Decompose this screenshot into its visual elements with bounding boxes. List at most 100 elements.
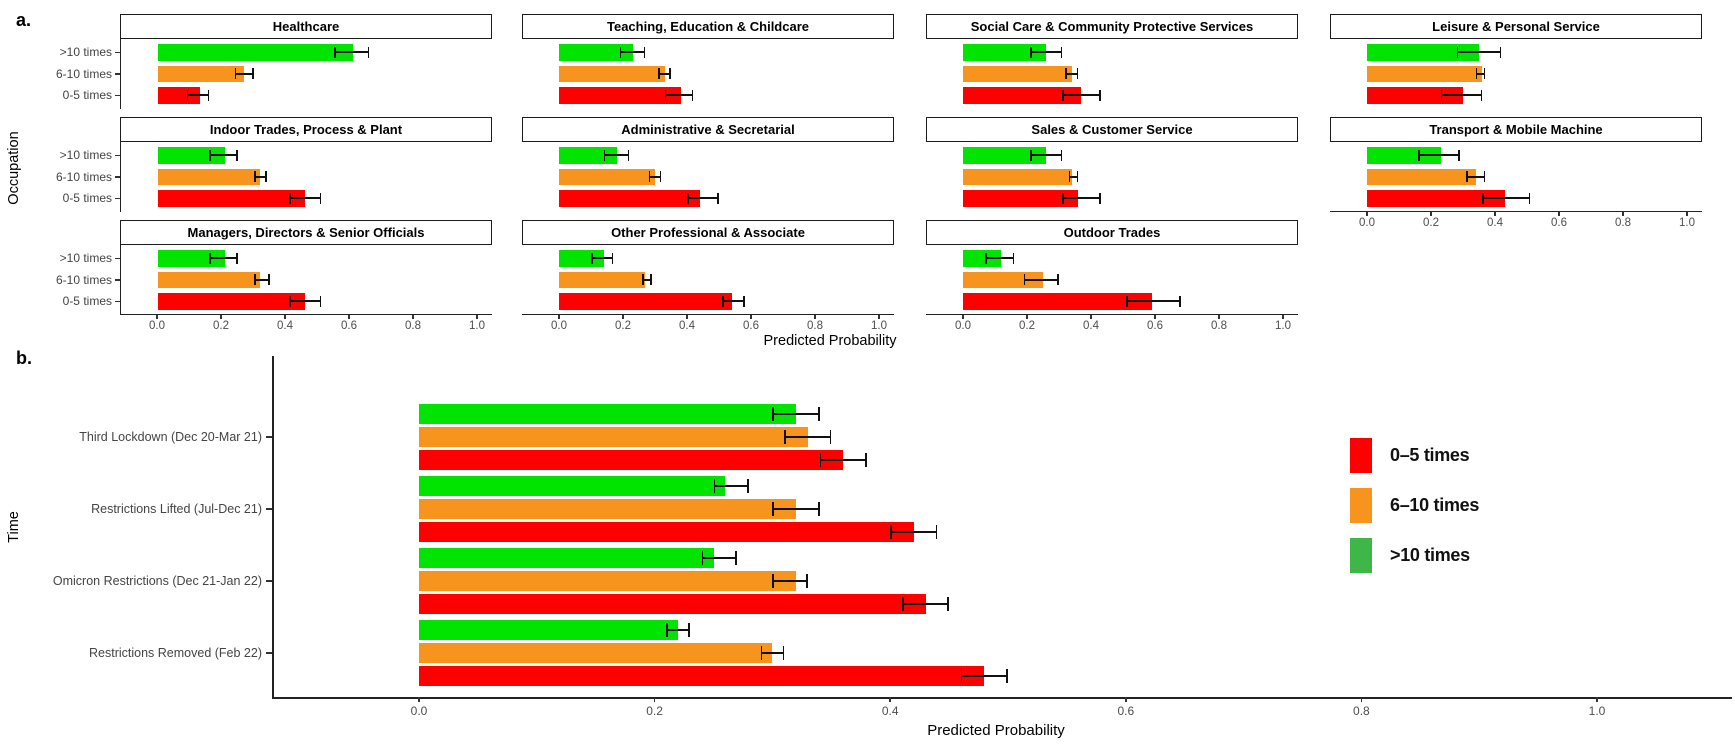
bar-0-5 times	[1367, 87, 1463, 104]
x-tick-label: 0.6	[341, 320, 357, 332]
error-bar-cap	[658, 68, 660, 80]
error-bar-cap	[289, 192, 291, 204]
error-bar-line	[960, 675, 1008, 677]
error-bar-cap	[865, 453, 867, 467]
error-bar	[1023, 274, 1059, 286]
error-bar-cap	[817, 407, 820, 421]
bar-6-10 times	[158, 271, 261, 288]
bar-6-10 times	[559, 271, 646, 288]
x-tick-label: 0.6	[1147, 320, 1163, 332]
legend-item: >10 times	[1350, 538, 1479, 573]
panel-a-x-axis-title: Predicted Probability	[763, 333, 897, 349]
y-tick-label: 0-5 times	[62, 88, 112, 103]
error-bar-line	[603, 154, 630, 157]
x-tick	[1090, 315, 1092, 319]
error-bar-cap	[1030, 149, 1032, 161]
error-bar-cap	[1098, 89, 1101, 101]
bar->10 times	[419, 476, 726, 496]
bar-0-5 times	[158, 87, 200, 104]
error-bar	[960, 669, 1008, 683]
x-tick	[1596, 697, 1598, 702]
bar->10 times	[559, 44, 633, 61]
error-bar-cap	[760, 646, 763, 660]
bar-6-10 times	[419, 643, 773, 663]
x-tick-label: 0.0	[1359, 217, 1375, 229]
bar-6-10 times	[963, 65, 1072, 82]
error-bar	[687, 192, 719, 204]
error-bar-line	[772, 508, 820, 510]
error-bar-line	[1030, 154, 1063, 157]
error-bar-line	[209, 154, 238, 157]
y-tick	[115, 279, 120, 281]
error-bar	[772, 574, 808, 588]
x-tick-label: 0.0	[410, 704, 428, 718]
error-bar	[985, 252, 1015, 264]
x-tick	[558, 315, 560, 319]
y-tick-label: 0-5 times	[62, 191, 112, 206]
facet-strip: Managers, Directors & Senior Officials	[120, 220, 492, 245]
x-tick-label: 0.8	[807, 320, 823, 332]
error-bar-cap	[1456, 46, 1459, 58]
error-bar-cap	[1475, 68, 1478, 80]
facet-panel	[120, 245, 492, 315]
facet-strip: Other Professional & Associate	[522, 220, 894, 245]
x-tick	[1366, 212, 1368, 216]
legend: 0–5 times 6–10 times >10 times	[1350, 438, 1479, 588]
error-bar-line	[722, 300, 745, 303]
facet-panel	[120, 142, 492, 212]
time-axis-title: Time	[6, 511, 22, 543]
x-tick	[476, 315, 478, 319]
x-tick	[1558, 212, 1560, 216]
facet-panel	[926, 142, 1298, 212]
x-tick	[220, 315, 222, 319]
error-bar-cap	[701, 551, 704, 565]
error-bar	[1062, 192, 1101, 204]
error-bar-cap	[252, 68, 254, 80]
x-tick	[1622, 212, 1624, 216]
bar->10 times	[559, 147, 617, 164]
error-bar-line	[209, 257, 238, 260]
x-tick-label: 0.2	[615, 320, 631, 332]
error-bar-cap	[254, 171, 256, 183]
error-bar	[722, 295, 745, 307]
error-bar-line	[1475, 72, 1486, 75]
x-tick	[1026, 315, 1028, 319]
error-bar-line	[784, 436, 832, 438]
bar-6-10 times	[1367, 168, 1476, 185]
error-bar-cap	[268, 274, 270, 286]
error-bar	[1030, 46, 1063, 58]
facet-panel	[522, 245, 894, 315]
bar->10 times	[1367, 147, 1441, 164]
legend-swatch-green	[1350, 538, 1372, 573]
x-tick	[1494, 212, 1496, 216]
legend-label: 0–5 times	[1390, 445, 1470, 465]
bar-0-5 times	[1367, 190, 1505, 207]
error-bar-cap	[666, 623, 668, 637]
error-bar	[890, 525, 938, 539]
x-tick-label: 0.6	[743, 320, 759, 332]
x-tick	[622, 315, 624, 319]
error-bar-line	[186, 94, 210, 97]
error-bar-cap	[722, 295, 724, 307]
x-tick-label: 0.0	[149, 320, 165, 332]
error-bar-cap	[289, 295, 291, 307]
bar-6-10 times	[963, 168, 1072, 185]
error-bar-cap	[1466, 171, 1468, 183]
error-bar-cap	[234, 68, 237, 80]
error-bar-line	[1456, 51, 1502, 54]
error-bar-cap	[1480, 89, 1483, 101]
error-bar-cap	[1060, 149, 1063, 161]
error-bar-cap	[1030, 46, 1032, 58]
error-bar	[289, 192, 322, 204]
error-bar-line	[289, 197, 322, 200]
error-bar-cap	[1440, 89, 1443, 101]
x-tick-label: 0.8	[1211, 320, 1227, 332]
error-bar	[666, 623, 690, 637]
error-bar-cap	[1098, 192, 1101, 204]
x-tick	[1125, 697, 1127, 702]
error-bar-cap	[772, 407, 774, 421]
facet-panel	[926, 39, 1298, 109]
facet-panel	[926, 245, 1298, 315]
bar-0-5 times	[559, 190, 700, 207]
error-bar-cap	[784, 430, 786, 444]
